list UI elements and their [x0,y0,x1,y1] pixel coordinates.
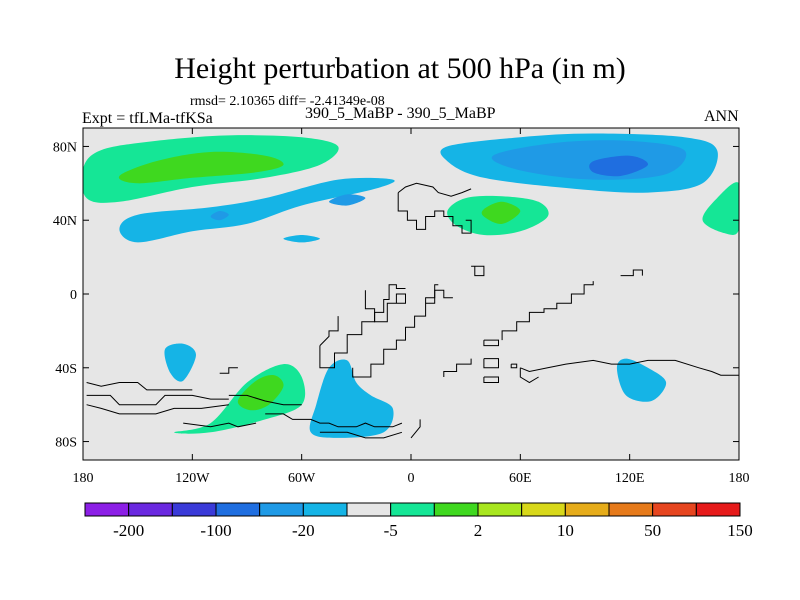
center-label: 390_5_MaBP - 390_5_MaBP [305,105,496,122]
colorbar-swatch [390,502,435,517]
anomaly-sh-center-negative [309,359,394,438]
x-tick-label: 120W [175,471,210,486]
colorbar-swatch [695,502,741,517]
coastline-segment-20 [319,431,403,439]
coastlines [86,182,739,439]
anomaly-sh-west-negative [164,343,196,382]
colorbar-swatch [84,502,130,517]
colorbar-label: 50 [644,521,661,540]
x-tick-label: 180 [73,471,94,486]
colorbar-swatch [346,502,392,517]
y-tick-label: 80N [53,140,77,155]
coastline-segment-16 [86,404,229,415]
coastline-segment-4 [319,284,406,369]
coastline-segment-18 [228,394,302,406]
y-tick-label: 40S [55,362,77,377]
colorbar-swatch [302,502,348,517]
coastline-segment-19 [183,422,257,428]
coastline-segment-14 [86,382,193,391]
colorbar-label: 2 [474,521,483,540]
y-tick-label: 40N [53,214,77,229]
colorbar-label: -100 [200,521,231,540]
coastline-segment-25 [219,367,238,374]
anomaly-fills [83,133,739,438]
coastline-segment-24 [620,269,643,277]
anomaly-arctic-positive-core [118,151,284,184]
colorbar-label: -20 [292,521,315,540]
colorbar-label: 10 [557,521,574,540]
coastline-segment-10 [483,358,499,369]
colorbar-label: -5 [384,521,398,540]
coastline-segment-8 [483,339,499,347]
anomaly-nh-east-negative-core [589,155,649,177]
colorbar-label: -200 [113,521,144,540]
x-tick-label: 60E [509,471,532,486]
anomaly-sh-west-positive-core [237,374,284,411]
coastline-segment-9 [501,281,594,341]
coastline-segment-15 [86,394,229,406]
anomaly-sh-east-negative [616,358,667,402]
colorbar-swatch [215,502,261,517]
colorbar-swatch [521,502,566,517]
y-tick-label: 80S [55,436,77,451]
coastline-segment-21 [410,419,421,439]
y-axis: 80N 40N 0 40S 80S [53,140,739,451]
colorbar-label: 150 [727,521,753,540]
x-tick-label: 120E [615,471,645,486]
coastline-segment-5 [319,316,339,346]
coastline-segment-0 [397,192,472,234]
coastline-segment-22 [520,359,739,376]
colorbar-swatch [259,502,304,517]
coastline-segment-17 [265,413,403,428]
coastline-segment-13 [483,376,499,383]
anomaly-nh-east-positive-core [481,201,521,224]
coastline-segment-7 [425,289,453,304]
coastline-segment-12 [443,358,472,377]
colorbar-swatch [128,502,173,517]
x-axis: 180 120W 60W 0 60E 120E 180 [73,128,750,486]
coastline-segment-6 [352,284,439,378]
anomaly-nh-midlat-negative [119,177,395,243]
x-tick-label: 60W [288,471,316,486]
x-tick-label: 180 [729,471,750,486]
coastline-segment-1 [397,182,472,197]
stats-label: rmsd= 2.10365 diff= -2.41349e-08 [190,94,385,109]
anomaly-far-east-positive [702,182,739,235]
experiment-label: Expt = tfLMa-tfKSa [82,110,213,127]
anomaly-small-negative-patch [283,235,320,243]
chart-title: Height perturbation at 500 hPa (in m) [174,52,626,85]
coastline-segment-2 [471,265,485,277]
season-label: ANN [704,108,739,125]
colorbar-swatch [608,502,654,517]
x-tick-label: 0 [408,471,415,486]
colorbar-swatch [433,502,479,517]
colorbar: -200 -100 -20 -5 2 10 50 150 [84,502,753,540]
colorbar-swatch [652,502,697,517]
anomaly-nh-midlat-negative-core-a [210,210,229,221]
colorbar-swatch [564,502,610,517]
coastline-segment-3 [364,290,406,323]
colorbar-swatch [171,502,217,517]
anomaly-nh-midlat-negative-core-b [329,194,366,206]
coastline-segment-23 [519,367,539,384]
y-tick-label: 0 [70,288,77,303]
coastline-segment-11 [510,363,518,369]
colorbar-swatch [477,502,523,517]
